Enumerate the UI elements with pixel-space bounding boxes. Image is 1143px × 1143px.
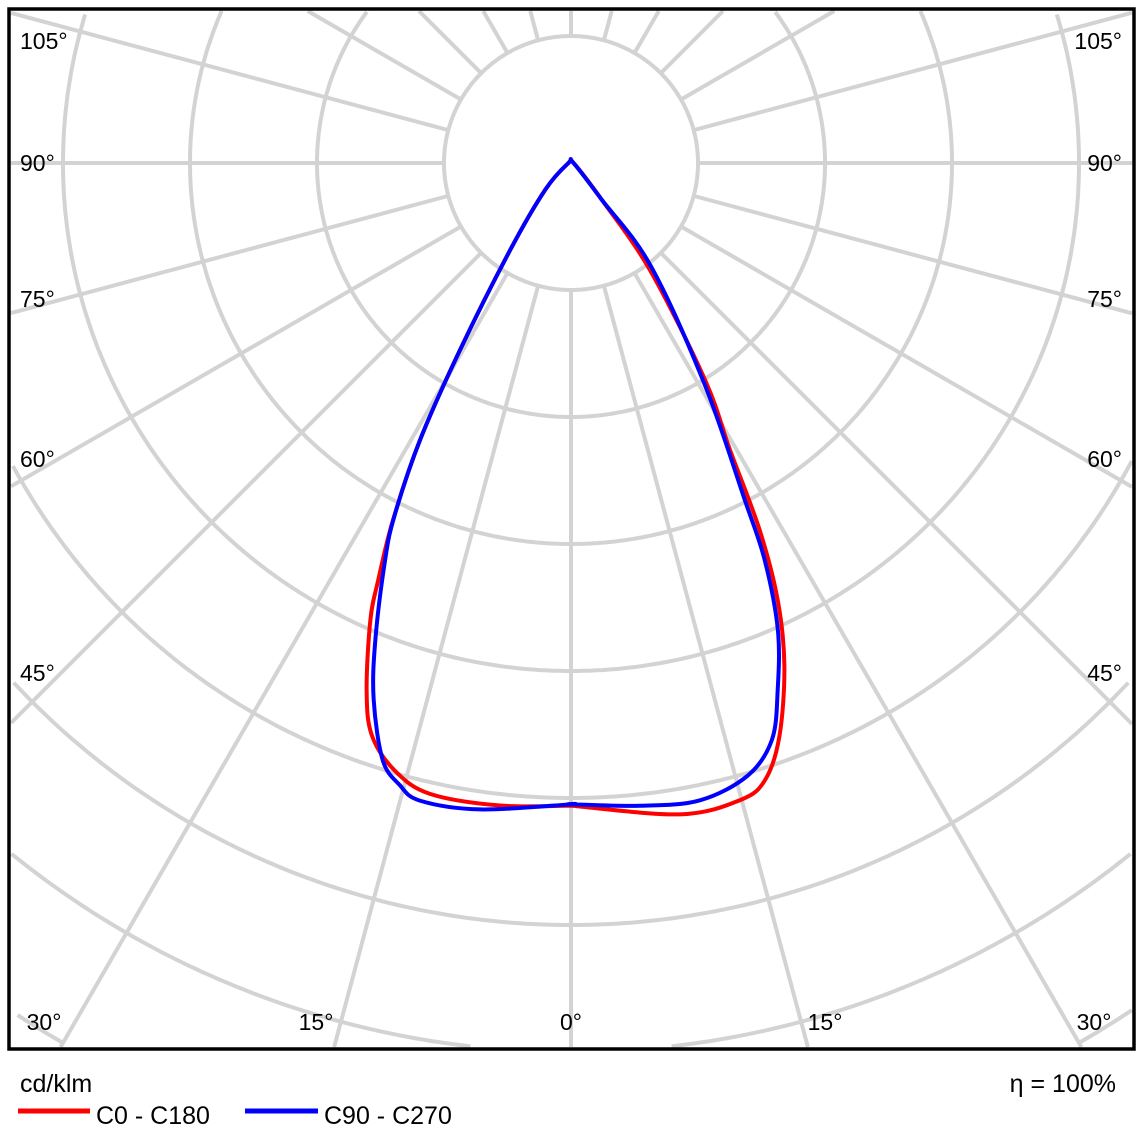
grid-ring (571, 10, 827, 419)
angle-label: 0° (560, 1009, 582, 1035)
grid-spoke (306, 9, 463, 102)
grid-ring (12, 681, 571, 927)
grid-ring (11, 465, 571, 800)
unit-label: cd/klm (20, 1070, 92, 1098)
grid-spoke (10, 11, 449, 133)
angle-label: 30° (27, 1009, 62, 1035)
grid-spoke (679, 224, 1133, 489)
angle-label: 75° (1087, 286, 1122, 312)
grid-ring (671, 852, 1132, 1049)
angle-label: 75° (20, 286, 55, 312)
intensity-curves (364, 157, 787, 817)
grid-spoke (659, 9, 725, 75)
angle-label: 105° (1074, 28, 1122, 54)
grid-spoke (58, 271, 510, 1049)
angle-labels-right: 105° 90° 75° 60° 45° (1074, 28, 1122, 686)
grid-spoke (601, 285, 810, 1048)
grid-ring (571, 460, 1134, 800)
grid-spoke (679, 9, 836, 102)
angle-label: 30° (1077, 1009, 1112, 1035)
grid-spoke (632, 271, 1084, 1049)
grid-spoke (693, 10, 1133, 133)
angle-label: 45° (1087, 660, 1122, 686)
angle-label: 105° (20, 28, 68, 54)
grid-ring (571, 13, 1081, 673)
curve-c90-c270 (371, 157, 781, 812)
legend-label-c0-c180: C0 - C180 (96, 1102, 210, 1130)
angle-label: 90° (20, 150, 55, 176)
grid-spoke (601, 10, 614, 41)
angle-label: 15° (299, 1009, 334, 1035)
grid-ring (1077, 1008, 1133, 1045)
angle-label: 15° (808, 1009, 843, 1035)
grid-ring (571, 10, 954, 546)
grid-ring (10, 852, 471, 1049)
grid-ring (16, 1013, 65, 1045)
grid-ring (188, 10, 571, 546)
efficiency-label: η = 100% (1010, 1070, 1116, 1098)
angle-label: 60° (1087, 446, 1122, 472)
grid-spoke (417, 9, 483, 75)
grid-spoke (481, 10, 510, 55)
grid-spoke (528, 10, 541, 41)
curve-c0-c180 (364, 157, 787, 817)
grid-ring (571, 681, 1130, 927)
grid-spoke (9, 224, 463, 489)
legend-label-c90-c270: C90 - C270 (324, 1102, 452, 1130)
angle-label: 60° (20, 446, 55, 472)
grid-ring (315, 10, 571, 419)
angle-label: 45° (20, 660, 55, 686)
angle-labels-bottom: 30° 15° 0° 15° 30° (27, 1009, 1112, 1035)
angle-label: 90° (1087, 150, 1122, 176)
grid-spoke (693, 193, 1133, 316)
grid-spoke (659, 251, 1134, 726)
polar-grid (9, 9, 1134, 1049)
angle-labels-left: 105° 90° 75° 60° 45° (20, 28, 68, 686)
grid-spoke (10, 193, 449, 315)
grid-spoke (632, 9, 661, 55)
grid-spoke (332, 285, 541, 1048)
grid-ring (61, 13, 571, 673)
legend: C0 - C180 C90 - C270 (18, 1102, 452, 1130)
grid-spoke (9, 251, 483, 725)
plot-frame (7, 7, 1136, 1051)
